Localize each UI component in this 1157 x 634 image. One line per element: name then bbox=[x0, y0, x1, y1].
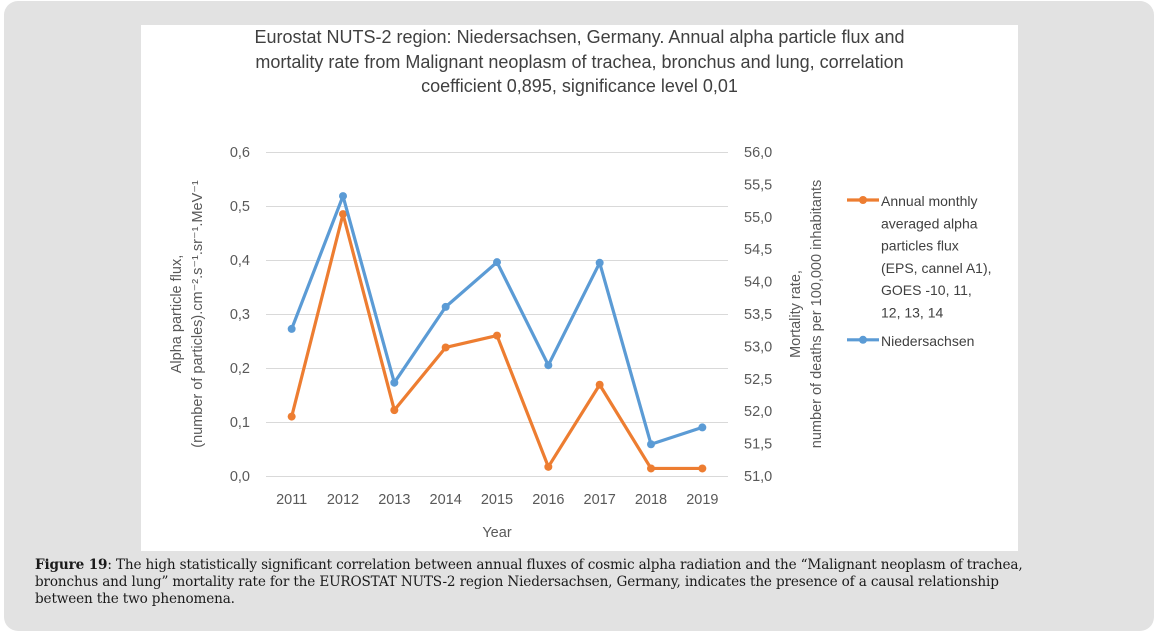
right-tick-label: 52,5 bbox=[744, 372, 772, 388]
data-point bbox=[390, 378, 399, 387]
left-tick-label: 0,2 bbox=[230, 361, 250, 377]
right-axis-ticks: 51,0 51,5 52,0 52,5 53,0 53,5 54,0 54,5 55,0 55,5… bbox=[744, 145, 772, 485]
right-tick-label: 55,0 bbox=[744, 210, 772, 226]
data-point bbox=[595, 380, 604, 389]
legend-label-line: averaged alpha bbox=[881, 215, 978, 231]
series-line bbox=[290, 194, 704, 446]
data-point bbox=[339, 192, 347, 201]
data-point bbox=[493, 258, 501, 267]
x-axis-title: Year bbox=[482, 525, 511, 541]
caption-line: : The high statistically significant cor… bbox=[107, 557, 1023, 573]
data-point bbox=[647, 464, 655, 473]
figure-caption: Figure 19: The high statistically signif… bbox=[35, 557, 1130, 608]
right-tick-label: 56,0 bbox=[744, 145, 772, 161]
right-tick-label: 53,0 bbox=[744, 339, 772, 355]
data-point bbox=[390, 406, 399, 415]
series-group bbox=[287, 192, 707, 473]
right-tick-label: 53,5 bbox=[744, 307, 772, 323]
legend-label-line: 12, 13, 14 bbox=[881, 305, 943, 321]
data-point bbox=[287, 324, 296, 333]
right-axis-title-line: Mortality rate, bbox=[788, 270, 804, 358]
legend: Annual monthly averaged alpha particles fl… bbox=[847, 193, 992, 349]
data-point bbox=[544, 361, 553, 370]
data-point bbox=[441, 343, 450, 352]
left-tick-label: 0,6 bbox=[230, 145, 250, 161]
right-tick-label: 55,5 bbox=[744, 177, 772, 193]
legend-item: Niedersachsen bbox=[847, 333, 974, 349]
left-tick-label: 0,3 bbox=[230, 307, 250, 323]
data-point bbox=[595, 258, 604, 267]
right-axis-title-line: number of deaths per 100,000 inhabitants bbox=[809, 180, 825, 448]
data-point bbox=[287, 412, 296, 421]
left-axis-title-line: (number of particles).cm⁻².s⁻¹.sr⁻¹.MeV⁻… bbox=[190, 180, 206, 448]
left-axis-title: Alpha particle flux, (number of particle… bbox=[169, 180, 206, 448]
x-tick-label: 2014 bbox=[430, 492, 462, 508]
left-tick-label: 0,1 bbox=[230, 415, 250, 431]
series-mortality bbox=[287, 192, 707, 449]
data-point bbox=[698, 464, 707, 473]
right-axis-title: Mortality rate, number of deaths per 100… bbox=[788, 180, 825, 448]
x-tick-label: 2019 bbox=[686, 492, 718, 508]
legend-label-line: (EPS, cannel A1), bbox=[881, 260, 992, 276]
right-tick-label: 51,5 bbox=[744, 437, 772, 453]
data-point bbox=[493, 331, 501, 340]
chart-area bbox=[141, 25, 1018, 551]
right-tick-label: 52,0 bbox=[744, 404, 772, 420]
caption-label: Figure 19 bbox=[35, 557, 108, 573]
data-point bbox=[647, 440, 655, 449]
series-alpha-flux bbox=[287, 210, 707, 473]
legend-item: Annual monthly averaged alpha particles fl… bbox=[847, 193, 992, 321]
x-tick-label: 2013 bbox=[378, 492, 410, 508]
series-line bbox=[290, 212, 704, 471]
right-tick-label: 51,0 bbox=[744, 469, 772, 485]
x-axis-ticks: 2011 2012 2013 2014 2015 2016 2017 2018 2019 bbox=[276, 492, 718, 508]
legend-point-marker bbox=[859, 335, 867, 344]
x-tick-label: 2015 bbox=[481, 492, 513, 508]
data-point bbox=[441, 302, 450, 311]
gridlines bbox=[266, 152, 728, 477]
chart-title-line: mortality rate from Malignant neoplasm o… bbox=[255, 51, 904, 72]
chart-title: Eurostat NUTS-2 region: Niedersachsen, G… bbox=[141, 25, 1018, 99]
left-tick-label: 0,0 bbox=[230, 469, 250, 485]
right-tick-label: 54,5 bbox=[744, 242, 772, 258]
x-tick-label: 2017 bbox=[584, 492, 616, 508]
x-tick-label: 2011 bbox=[276, 492, 307, 508]
left-tick-label: 0,5 bbox=[230, 199, 250, 215]
left-tick-label: 0,4 bbox=[230, 253, 250, 269]
data-point bbox=[339, 210, 347, 219]
legend-point-marker bbox=[859, 196, 867, 204]
left-axis-ticks: 0,0 0,1 0,2 0,3 0,4 0,5 0,6 bbox=[230, 145, 250, 485]
x-tick-label: 2016 bbox=[532, 492, 564, 508]
data-point bbox=[544, 462, 553, 471]
legend-label-line: Niedersachsen bbox=[881, 333, 974, 349]
caption-line: between the two phenomena. bbox=[35, 591, 235, 607]
right-tick-label: 54,0 bbox=[744, 275, 772, 291]
left-axis-title-line: Alpha particle flux, bbox=[169, 255, 185, 373]
chart-title-line: coefficient 0,895, significance level 0,… bbox=[421, 76, 738, 96]
x-tick-label: 2012 bbox=[327, 492, 359, 508]
data-point bbox=[698, 423, 707, 432]
x-tick-label: 2018 bbox=[635, 492, 667, 508]
legend-label-line: Annual monthly bbox=[881, 193, 978, 209]
legend-label-line: particles flux bbox=[881, 238, 959, 254]
caption-line: bronchus and lung” mortality rate for th… bbox=[35, 574, 999, 590]
legend-label-line: GOES -10, 11, bbox=[881, 282, 972, 298]
chart-title-line: Eurostat NUTS-2 region: Niedersachsen, G… bbox=[254, 27, 905, 47]
